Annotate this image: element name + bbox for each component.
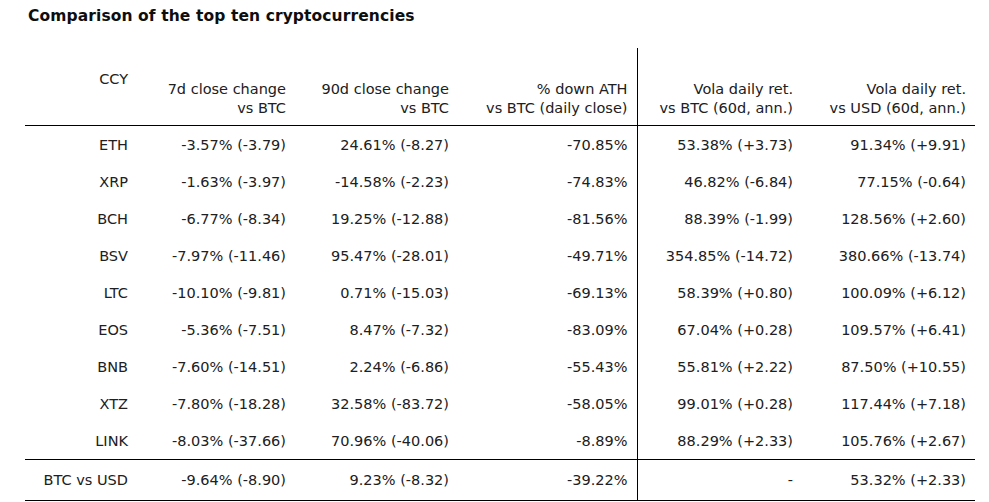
column-header-label: Vola daily ret. [638, 80, 794, 99]
footer-row-btc-vs-usd: BTC vs USD-9.64% (-8.90)9.23% (-8.32)-39… [25, 460, 975, 501]
value-cell: -9.64% (-8.90) [130, 460, 286, 501]
value-cell: -39.22% [449, 460, 637, 501]
value-cell: -6.77% (-8.34) [130, 200, 286, 237]
table-row: BCH-6.77% (-8.34)19.25% (-12.88)-81.56%8… [25, 200, 975, 237]
value-cell: -69.13% [449, 274, 637, 311]
value-cell: -7.97% (-11.46) [130, 237, 286, 274]
value-cell: -5.36% (-7.51) [130, 311, 286, 348]
table-header: CCY 7d close change vs BTC 90d close cha… [25, 48, 975, 126]
value-cell: -8.89% [449, 422, 637, 460]
value-cell: 0.71% (-15.03) [286, 274, 449, 311]
column-header-sublabel: vs USD (60d, ann.) [797, 99, 966, 118]
table-row: LTC-10.10% (-9.81)0.71% (-15.03)-69.13%5… [25, 274, 975, 311]
ccy-cell: XRP [25, 163, 130, 200]
value-cell: -3.57% (-3.79) [130, 126, 286, 164]
column-header-label: CCY [25, 70, 128, 89]
column-header-label: 7d close change [130, 80, 286, 99]
value-cell: 70.96% (-40.06) [286, 422, 449, 460]
table-row: LINK-8.03% (-37.66)70.96% (-40.06)-8.89%… [25, 422, 975, 460]
value-cell: 87.50% (+10.55) [797, 348, 975, 385]
value-cell: 2.24% (-6.86) [286, 348, 449, 385]
value-cell: 128.56% (+2.60) [797, 200, 975, 237]
value-cell: -7.60% (-14.51) [130, 348, 286, 385]
ccy-cell: BCH [25, 200, 130, 237]
value-cell: 53.32% (+2.33) [797, 460, 975, 501]
value-cell: 19.25% (-12.88) [286, 200, 449, 237]
value-cell: 117.44% (+7.18) [797, 385, 975, 422]
value-cell: 58.39% (+0.80) [637, 274, 797, 311]
value-cell: 32.58% (-83.72) [286, 385, 449, 422]
value-cell: 95.47% (-28.01) [286, 237, 449, 274]
value-cell: 9.23% (-8.32) [286, 460, 449, 501]
column-header-7d-close-change: 7d close change vs BTC [130, 48, 286, 126]
column-header-label: Vola daily ret. [797, 80, 966, 99]
column-header-sublabel: vs BTC (daily close) [449, 99, 628, 118]
value-cell: -14.58% (-2.23) [286, 163, 449, 200]
column-header-label: 90d close change [286, 80, 449, 99]
ccy-cell: ETH [25, 126, 130, 164]
table-row: ETH-3.57% (-3.79)24.61% (-8.27)-70.85%53… [25, 126, 975, 164]
value-cell: -81.56% [449, 200, 637, 237]
value-cell: 109.57% (+6.41) [797, 311, 975, 348]
table-row: BSV-7.97% (-11.46)95.47% (-28.01)-49.71%… [25, 237, 975, 274]
value-cell: -83.09% [449, 311, 637, 348]
column-header-label: % down ATH [449, 80, 628, 99]
table-row: XTZ-7.80% (-18.28)32.58% (-83.72)-58.05%… [25, 385, 975, 422]
value-cell: 380.66% (-13.74) [797, 237, 975, 274]
column-header-vola-vs-usd: Vola daily ret. vs USD (60d, ann.) [797, 48, 975, 126]
value-cell: -55.43% [449, 348, 637, 385]
value-cell: 91.34% (+9.91) [797, 126, 975, 164]
ccy-cell: BTC vs USD [25, 460, 130, 501]
value-cell: -49.71% [449, 237, 637, 274]
value-cell: 354.85% (-14.72) [637, 237, 797, 274]
value-cell: 100.09% (+6.12) [797, 274, 975, 311]
value-cell: 46.82% (-6.84) [637, 163, 797, 200]
column-header-ccy: CCY [25, 48, 130, 126]
column-header-sublabel: vs BTC (60d, ann.) [638, 99, 794, 118]
value-cell: -70.85% [449, 126, 637, 164]
value-cell: -1.63% (-3.97) [130, 163, 286, 200]
column-header-vola-vs-btc: Vola daily ret. vs BTC (60d, ann.) [637, 48, 797, 126]
value-cell: 55.81% (+2.22) [637, 348, 797, 385]
ccy-cell: BNB [25, 348, 130, 385]
ccy-cell: LTC [25, 274, 130, 311]
crypto-comparison-table: CCY 7d close change vs BTC 90d close cha… [25, 48, 975, 501]
value-cell: -74.83% [449, 163, 637, 200]
ccy-cell: XTZ [25, 385, 130, 422]
value-cell: 88.29% (+2.33) [637, 422, 797, 460]
value-cell: 24.61% (-8.27) [286, 126, 449, 164]
column-header-sublabel: vs BTC [286, 99, 449, 118]
ccy-cell: BSV [25, 237, 130, 274]
value-cell: 67.04% (+0.28) [637, 311, 797, 348]
value-cell: 77.15% (-0.64) [797, 163, 975, 200]
ccy-cell: LINK [25, 422, 130, 460]
value-cell: 53.38% (+3.73) [637, 126, 797, 164]
value-cell: 88.39% (-1.99) [637, 200, 797, 237]
header-row: CCY 7d close change vs BTC 90d close cha… [25, 48, 975, 126]
column-header-down-ath: % down ATH vs BTC (daily close) [449, 48, 637, 126]
value-cell: 99.01% (+0.28) [637, 385, 797, 422]
table-row: BNB-7.60% (-14.51)2.24% (-6.86)-55.43%55… [25, 348, 975, 385]
table-row: XRP-1.63% (-3.97)-14.58% (-2.23)-74.83%4… [25, 163, 975, 200]
value-cell: -7.80% (-18.28) [130, 385, 286, 422]
table-body: ETH-3.57% (-3.79)24.61% (-8.27)-70.85%53… [25, 126, 975, 460]
value-cell: -58.05% [449, 385, 637, 422]
page-title: Comparison of the top ten cryptocurrenci… [28, 7, 415, 25]
value-cell: - [637, 460, 797, 501]
value-cell: -8.03% (-37.66) [130, 422, 286, 460]
column-header-sublabel: vs BTC [130, 99, 286, 118]
column-header-90d-close-change: 90d close change vs BTC [286, 48, 449, 126]
ccy-cell: EOS [25, 311, 130, 348]
value-cell: -10.10% (-9.81) [130, 274, 286, 311]
value-cell: 105.76% (+2.67) [797, 422, 975, 460]
table-footer: BTC vs USD-9.64% (-8.90)9.23% (-8.32)-39… [25, 460, 975, 501]
value-cell: 8.47% (-7.32) [286, 311, 449, 348]
table-row: EOS-5.36% (-7.51)8.47% (-7.32)-83.09%67.… [25, 311, 975, 348]
